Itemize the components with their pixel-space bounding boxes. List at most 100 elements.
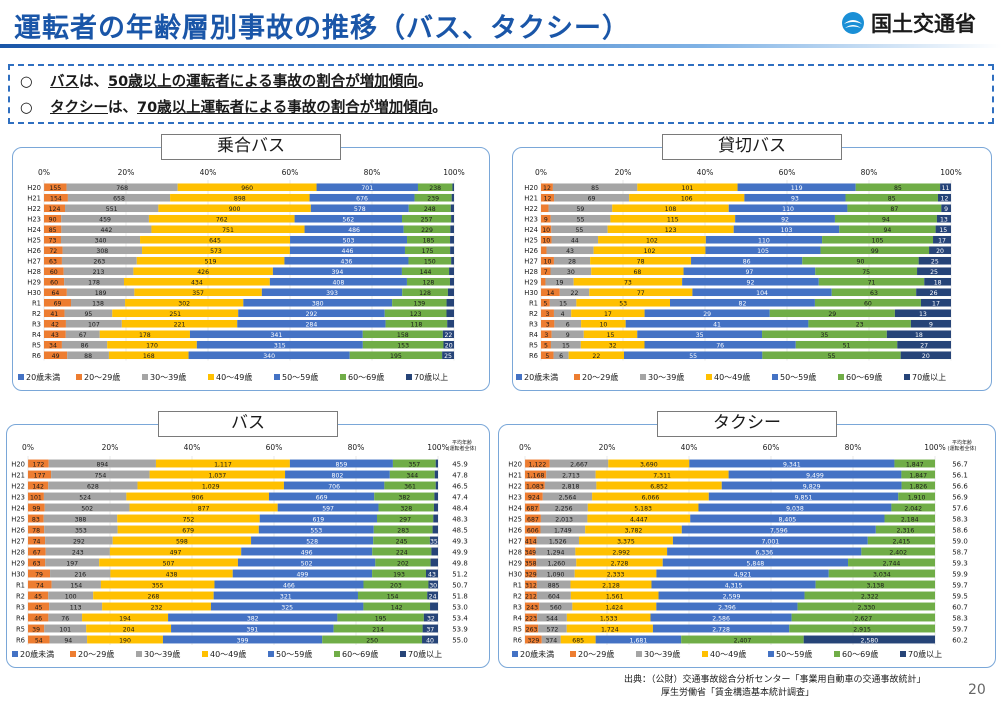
- bar-segment: [44, 288, 67, 297]
- bar-segment: [596, 481, 722, 490]
- data-label: 15: [562, 342, 570, 349]
- data-label: 1,083: [526, 483, 544, 490]
- bar-segment: [548, 204, 613, 213]
- bar-segment: [435, 459, 438, 468]
- bar-segment: [384, 309, 447, 318]
- bar-segment: [791, 613, 935, 622]
- data-label: 15: [607, 332, 615, 339]
- data-label: 1,029: [202, 483, 220, 490]
- bar-segment: [933, 235, 951, 244]
- bar-segment: [839, 225, 936, 234]
- data-label: 29: [703, 311, 711, 318]
- data-label: 1,090: [547, 571, 565, 578]
- bar-segment: [541, 319, 555, 328]
- bar-segment: [28, 470, 52, 479]
- bar-segment: [550, 214, 611, 223]
- data-label: 243: [72, 549, 84, 556]
- y-category-label: H29: [524, 279, 538, 287]
- data-label: 28: [568, 258, 576, 265]
- data-label: 4,447: [630, 516, 648, 523]
- bar-segment: [559, 288, 590, 297]
- bar-segment: [573, 277, 683, 286]
- avg-age-value: 51.2: [452, 570, 468, 578]
- data-label: 86: [81, 342, 89, 349]
- data-label: 102: [646, 237, 658, 244]
- bar-segment: [525, 635, 542, 644]
- data-label: 754: [94, 472, 106, 479]
- data-label: 9,499: [806, 472, 824, 479]
- bar-segment: [612, 204, 729, 213]
- bar-segment: [708, 492, 899, 501]
- bar-segment: [49, 635, 88, 644]
- bar-segment: [804, 591, 935, 600]
- bar-segment: [126, 492, 269, 501]
- data-label: 382: [398, 494, 410, 501]
- bar-segment: [651, 580, 816, 589]
- data-label: 128: [423, 279, 435, 286]
- data-label: 197: [66, 560, 78, 567]
- data-label: 414: [525, 538, 537, 545]
- y-category-label: R1: [32, 300, 41, 308]
- y-category-label: R4: [32, 331, 41, 339]
- bar-segment: [629, 193, 745, 202]
- data-label: 499: [296, 571, 308, 578]
- data-label: 25: [444, 353, 452, 360]
- bar-segment: [553, 256, 591, 265]
- data-label: 85: [888, 195, 896, 202]
- summary-text: は、: [79, 74, 108, 90]
- data-label: 102: [644, 248, 656, 255]
- bar-segment: [428, 580, 438, 589]
- bar-segment: [357, 591, 428, 600]
- bar-segment: [269, 277, 407, 286]
- avg-age-value: 59.0: [952, 537, 968, 545]
- bar-segment: [44, 277, 65, 286]
- bar-segment: [637, 330, 763, 339]
- data-label: 676: [356, 195, 368, 202]
- data-label: 669: [316, 494, 328, 501]
- legend-swatch: [340, 374, 346, 380]
- data-label: 12: [544, 195, 552, 202]
- data-label: 357: [192, 290, 204, 297]
- y-category-label: R6: [16, 636, 25, 644]
- data-label: 154: [387, 593, 399, 600]
- legend-swatch: [136, 651, 142, 657]
- bar-segment: [429, 536, 438, 545]
- data-label: 49: [52, 353, 60, 360]
- y-category-label: H26: [524, 247, 538, 255]
- data-label: 212: [525, 593, 537, 600]
- data-label: 2,402: [889, 549, 907, 556]
- y-category-label: H22: [11, 482, 25, 490]
- data-label: 64: [51, 290, 59, 297]
- bar-segment: [769, 309, 895, 318]
- data-label: 2,667: [570, 461, 588, 468]
- bar-segment: [65, 330, 100, 339]
- bar-segment: [541, 340, 551, 349]
- bar-segment: [432, 525, 438, 534]
- x-tick-label: 20%: [118, 168, 135, 177]
- data-label: 877: [198, 505, 210, 512]
- data-label: 20: [445, 342, 453, 349]
- bar-segment: [61, 214, 149, 223]
- data-label: 193: [393, 571, 405, 578]
- data-label: 394: [332, 269, 344, 276]
- bar-segment: [28, 558, 46, 567]
- x-tick-label: 0%: [535, 168, 547, 177]
- bar-segment: [735, 214, 835, 223]
- data-label: 29: [828, 311, 836, 318]
- bar-segment: [607, 225, 734, 234]
- bar-segment: [575, 547, 668, 556]
- data-label: 5,183: [634, 505, 652, 512]
- bar-segment: [578, 536, 673, 545]
- bar-segment: [259, 514, 377, 523]
- bar-segment: [44, 256, 62, 265]
- data-label: 7,001: [761, 538, 779, 545]
- data-label: 762: [216, 216, 228, 223]
- bar-segment: [744, 193, 846, 202]
- y-category-label: H25: [524, 237, 538, 245]
- data-label: 6,336: [755, 549, 773, 556]
- bar-segment: [690, 514, 885, 523]
- data-label: 1,117: [214, 461, 232, 468]
- legend-swatch: [142, 374, 148, 380]
- data-label: 78: [637, 258, 645, 265]
